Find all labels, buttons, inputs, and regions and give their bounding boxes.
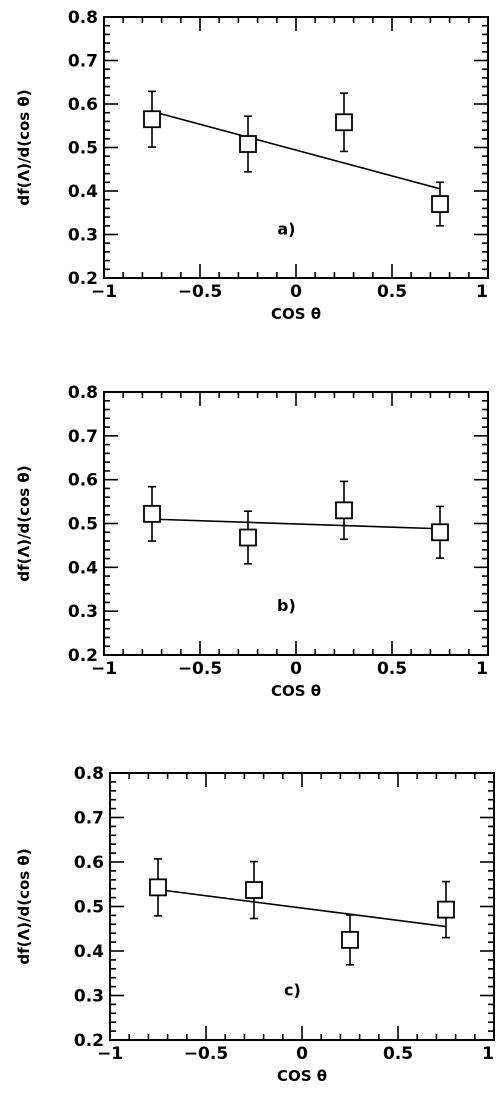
x-tick-label: −1 (97, 1044, 123, 1064)
y-tick-label: 0.2 (74, 1031, 104, 1051)
fit-line (157, 888, 447, 928)
data-point (149, 878, 167, 897)
y-tick-label: 0.5 (68, 515, 98, 535)
panel-label: b) (277, 596, 296, 615)
y-tick-label: 0.5 (74, 898, 104, 918)
chart-panel-3: −1 −0.5 0 0.5 1 0.2 0.3 0.4 0.5 0.6 0.7 0.8 COS θ df(… (15, 764, 495, 1085)
y-tick-label: 0.7 (68, 427, 98, 447)
y-tick-label: 0.5 (68, 139, 98, 159)
y-tick-label: 0.6 (68, 471, 98, 491)
x-axis-label: COS θ (271, 682, 321, 700)
x-tick-label: −1 (91, 282, 117, 302)
x-tick-label: 1 (482, 1044, 494, 1064)
x-axis-label: COS θ (271, 305, 321, 323)
chart-panel-1: −1 −0.5 0 0.5 1 0.2 0.3 0.4 0.5 0.6 0.7 0.8 COS θ df(… (15, 8, 489, 323)
y-tick-label: 0.3 (68, 226, 98, 246)
panel-label: c) (284, 981, 301, 1000)
y-tick-label: 0.4 (74, 942, 104, 962)
y-tick-label: 0.6 (68, 95, 98, 115)
y-tick-label: 0.4 (68, 558, 98, 578)
y-tick-label: 0.3 (74, 987, 104, 1007)
chart-panel-2: −1 −0.5 0 0.5 1 0.2 0.3 0.4 0.5 0.6 0.7 0.8 COS θ df(… (15, 383, 489, 700)
data-point (431, 195, 449, 213)
y-tick-label: 0.7 (68, 52, 98, 72)
y-tick-label: 0.8 (74, 764, 104, 784)
y-tick-label: 0.3 (68, 602, 98, 622)
data-point (437, 900, 455, 919)
y-tick-label: 0.2 (68, 646, 98, 666)
plot-frame (103, 16, 489, 279)
data-point (239, 135, 257, 153)
x-tick-label: −0.5 (178, 659, 222, 679)
panel-label: a) (277, 220, 295, 239)
x-tick-label: −1 (91, 659, 117, 679)
x-tick-label: 1 (476, 282, 488, 302)
x-tick-label: 0 (290, 659, 302, 679)
x-tick-label: −0.5 (178, 282, 222, 302)
x-tick-label: 0 (290, 282, 302, 302)
data-point (335, 113, 353, 132)
data-point (341, 930, 359, 949)
y-tick-label: 0.8 (68, 8, 98, 28)
y-tick-label: 0.6 (74, 853, 104, 873)
fit-line (151, 518, 441, 530)
y-tick-label: 0.4 (68, 182, 98, 202)
x-tick-label: 0.5 (383, 1044, 413, 1064)
x-tick-label: 0 (296, 1044, 308, 1064)
y-tick-label: 0.2 (68, 269, 98, 289)
data-point (335, 501, 353, 520)
x-tick-label: 0.5 (377, 659, 407, 679)
data-point (431, 523, 449, 542)
y-axis-label: df(Λ)/d(cos θ) (15, 89, 33, 205)
y-axis-label: df(Λ)/d(cos θ) (15, 465, 33, 581)
x-tick-label: −0.5 (184, 1044, 228, 1064)
y-tick-label: 0.7 (74, 809, 104, 829)
x-tick-label: 0.5 (377, 282, 407, 302)
x-tick-label: 1 (476, 659, 488, 679)
data-point (143, 110, 161, 129)
y-tick-label: 0.8 (68, 383, 98, 403)
plot-frame (109, 772, 495, 1041)
y-axis-label: df(Λ)/d(cos θ) (15, 848, 33, 964)
data-point (245, 881, 263, 899)
data-point (143, 504, 161, 523)
x-axis-label: COS θ (277, 1067, 327, 1085)
fit-line (151, 110, 441, 190)
data-point (239, 528, 257, 547)
